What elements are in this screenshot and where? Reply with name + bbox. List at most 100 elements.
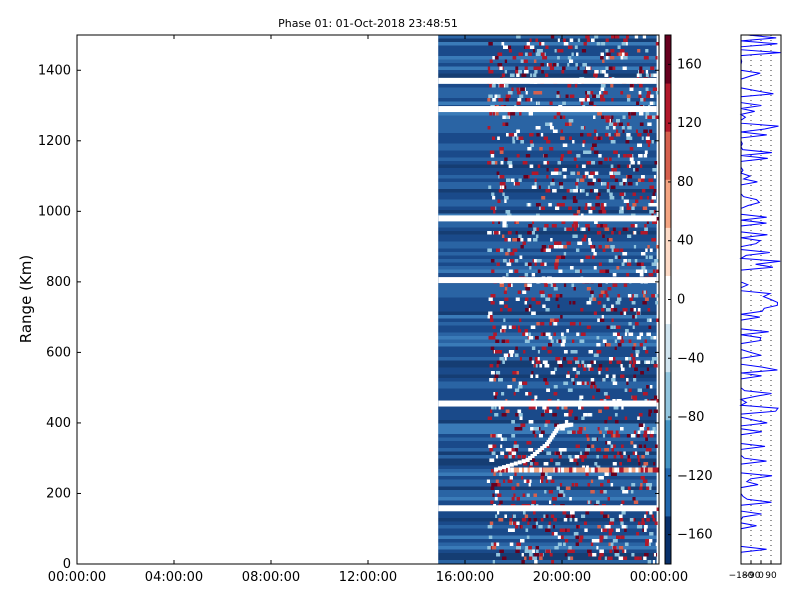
heatmap-cell	[572, 196, 577, 200]
heatmap-cell	[525, 308, 529, 312]
heatmap-cell	[621, 52, 625, 56]
heatmap-row	[438, 315, 657, 319]
heatmap-cell	[620, 367, 625, 371]
heatmap-cell	[611, 248, 615, 252]
heatmap-cell	[546, 175, 549, 179]
heatmap-cell	[614, 553, 620, 557]
heatmap-cell	[501, 325, 507, 329]
heatmap-cell	[639, 427, 645, 431]
heatmap-cell	[488, 185, 492, 189]
heatmap-cell	[606, 430, 612, 434]
heatmap-cell	[580, 101, 584, 105]
heatmap-cell	[554, 423, 559, 427]
heatmap-cell	[514, 472, 517, 476]
heatmap-cell	[558, 364, 563, 368]
heatmap-cell	[537, 357, 540, 361]
heatmap-cell	[643, 556, 647, 560]
heatmap-cell	[612, 66, 616, 70]
heatmap-cell	[553, 115, 557, 119]
heatmap-cell	[610, 483, 614, 487]
heatmap-band-cell	[529, 467, 533, 473]
heatmap-cell	[610, 308, 614, 312]
heatmap-cell	[646, 486, 651, 490]
heatmap-cell	[551, 532, 555, 536]
heatmap-cell	[587, 227, 591, 231]
heatmap-cell	[505, 98, 509, 102]
heatmap-cell	[504, 70, 508, 74]
heatmap-cell	[521, 553, 524, 557]
heatmap-cell	[613, 444, 616, 448]
heatmap-cell	[610, 472, 616, 476]
heatmap-cell	[594, 171, 599, 175]
heatmap-cell	[538, 185, 541, 189]
heatmap-cell	[573, 213, 579, 217]
heatmap-cell	[644, 360, 648, 364]
heatmap-cell	[651, 514, 655, 518]
heatmap-cell	[490, 346, 495, 350]
heatmap-cell	[613, 455, 617, 459]
heatmap-cell	[615, 129, 619, 133]
heatmap-cell	[548, 500, 552, 504]
heatmap-cell	[560, 255, 566, 259]
heatmap-arc-cell	[530, 453, 535, 458]
heatmap-cell	[588, 238, 591, 242]
heatmap-cell	[543, 472, 548, 476]
heatmap-cell	[489, 458, 495, 462]
heatmap-cell	[508, 49, 512, 53]
heatmap-cell	[543, 227, 547, 231]
heatmap-cell	[650, 66, 655, 70]
heatmap-cell	[495, 455, 498, 459]
heatmap-cell	[586, 38, 591, 42]
heatmap-cell	[558, 245, 564, 249]
heatmap-cell	[574, 269, 580, 273]
side-profile-plot: −180−900 90	[729, 34, 782, 581]
heatmap-cell	[593, 252, 597, 256]
heatmap-cell	[631, 112, 636, 116]
heatmap-cell	[645, 87, 649, 91]
heatmap-cell	[642, 301, 647, 305]
heatmap-cell	[508, 133, 514, 137]
heatmap-cell	[598, 210, 603, 214]
heatmap-cell	[621, 444, 624, 448]
heatmap-cell	[530, 325, 536, 329]
heatmap-cell	[521, 560, 525, 564]
heatmap-cell	[569, 458, 574, 462]
heatmap-row	[438, 374, 657, 378]
heatmap-cell	[602, 528, 608, 532]
heatmap-cell	[611, 231, 614, 235]
heatmap-cell	[492, 196, 496, 200]
heatmap-cell	[623, 38, 628, 42]
heatmap-cell	[508, 350, 514, 354]
heatmap-cell	[562, 196, 567, 200]
heatmap-cell	[603, 91, 608, 95]
heatmap-cell	[582, 175, 586, 179]
heatmap-cell	[583, 150, 588, 154]
heatmap-cell	[519, 94, 524, 98]
heatmap-cell	[618, 122, 623, 126]
colorbar-tick-label: 80	[677, 175, 694, 190]
heatmap-cell	[534, 178, 537, 182]
heatmap-row	[438, 535, 657, 539]
heatmap-cell	[540, 322, 545, 326]
heatmap-cell	[567, 56, 572, 60]
heatmap-cell	[516, 546, 521, 550]
heatmap-row	[438, 56, 657, 60]
heatmap-cell	[554, 546, 559, 550]
heatmap-cell	[545, 297, 551, 301]
heatmap-cell	[592, 553, 597, 557]
heatmap-cell	[486, 479, 491, 483]
heatmap-cell	[634, 224, 638, 228]
heatmap-arc-cell	[552, 431, 557, 436]
heatmap-cell	[626, 175, 629, 179]
heatmap-cell	[494, 406, 497, 410]
heatmap-cell	[549, 122, 553, 126]
heatmap-cell	[643, 290, 647, 294]
heatmap-cell	[495, 56, 499, 60]
heatmap-cell	[636, 525, 640, 529]
heatmap-cell	[501, 413, 507, 417]
heatmap-cell	[596, 231, 602, 235]
heatmap-cell	[597, 301, 602, 305]
heatmap-cell	[557, 38, 560, 42]
heatmap-cell	[649, 185, 655, 189]
heatmap-cell	[613, 308, 618, 312]
